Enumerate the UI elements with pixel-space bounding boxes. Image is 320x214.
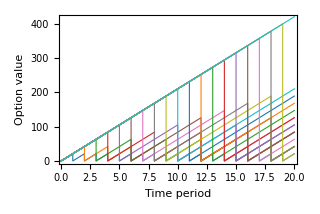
Y-axis label: Option value: Option value	[15, 54, 25, 125]
X-axis label: Time period: Time period	[145, 189, 211, 199]
